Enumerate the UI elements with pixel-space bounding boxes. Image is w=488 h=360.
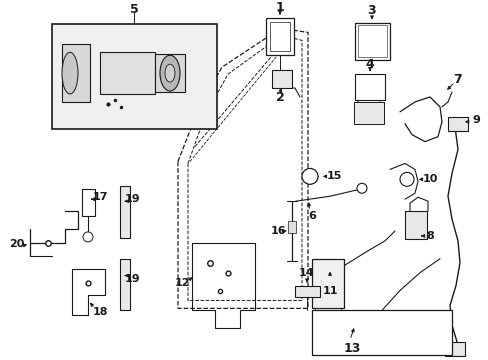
Text: 14: 14: [299, 267, 314, 278]
Bar: [62, 44, 90, 102]
Bar: [311, 259, 343, 309]
Circle shape: [356, 183, 366, 193]
Text: 11: 11: [322, 285, 337, 296]
Bar: [354, 23, 389, 60]
Circle shape: [83, 232, 93, 242]
Text: 2: 2: [275, 91, 284, 104]
Bar: [269, 22, 289, 51]
Text: 1: 1: [275, 1, 284, 14]
Text: 4: 4: [365, 58, 374, 71]
Text: 18: 18: [92, 307, 107, 318]
Bar: [271, 70, 291, 88]
Text: 19: 19: [124, 274, 140, 284]
Bar: [120, 259, 130, 310]
Ellipse shape: [62, 52, 78, 94]
Ellipse shape: [164, 64, 175, 82]
Bar: [311, 310, 451, 355]
Bar: [357, 26, 386, 57]
Text: 19: 19: [124, 194, 140, 204]
Text: 20: 20: [9, 239, 24, 249]
Bar: [354, 74, 384, 100]
Text: 10: 10: [422, 174, 437, 184]
Text: 3: 3: [367, 4, 376, 17]
Circle shape: [302, 168, 317, 184]
Text: 16: 16: [271, 226, 286, 236]
Bar: [155, 54, 184, 92]
Text: 12: 12: [174, 278, 189, 288]
Bar: [353, 102, 383, 124]
Text: 17: 17: [92, 192, 107, 202]
Ellipse shape: [160, 55, 180, 91]
Text: 7: 7: [453, 73, 462, 86]
Bar: [265, 18, 293, 55]
Bar: [287, 221, 295, 233]
Text: 6: 6: [307, 211, 315, 221]
Bar: [52, 24, 217, 129]
Bar: [100, 52, 155, 94]
Text: 9: 9: [471, 115, 479, 125]
Text: 5: 5: [129, 3, 138, 16]
Bar: [444, 342, 464, 356]
Text: 15: 15: [325, 171, 341, 181]
Bar: [314, 309, 340, 316]
Bar: [447, 117, 467, 131]
Bar: [404, 211, 426, 239]
Text: 13: 13: [343, 342, 360, 355]
Bar: [294, 285, 319, 297]
Bar: [120, 186, 130, 238]
Circle shape: [399, 172, 413, 186]
Text: 8: 8: [425, 231, 433, 241]
